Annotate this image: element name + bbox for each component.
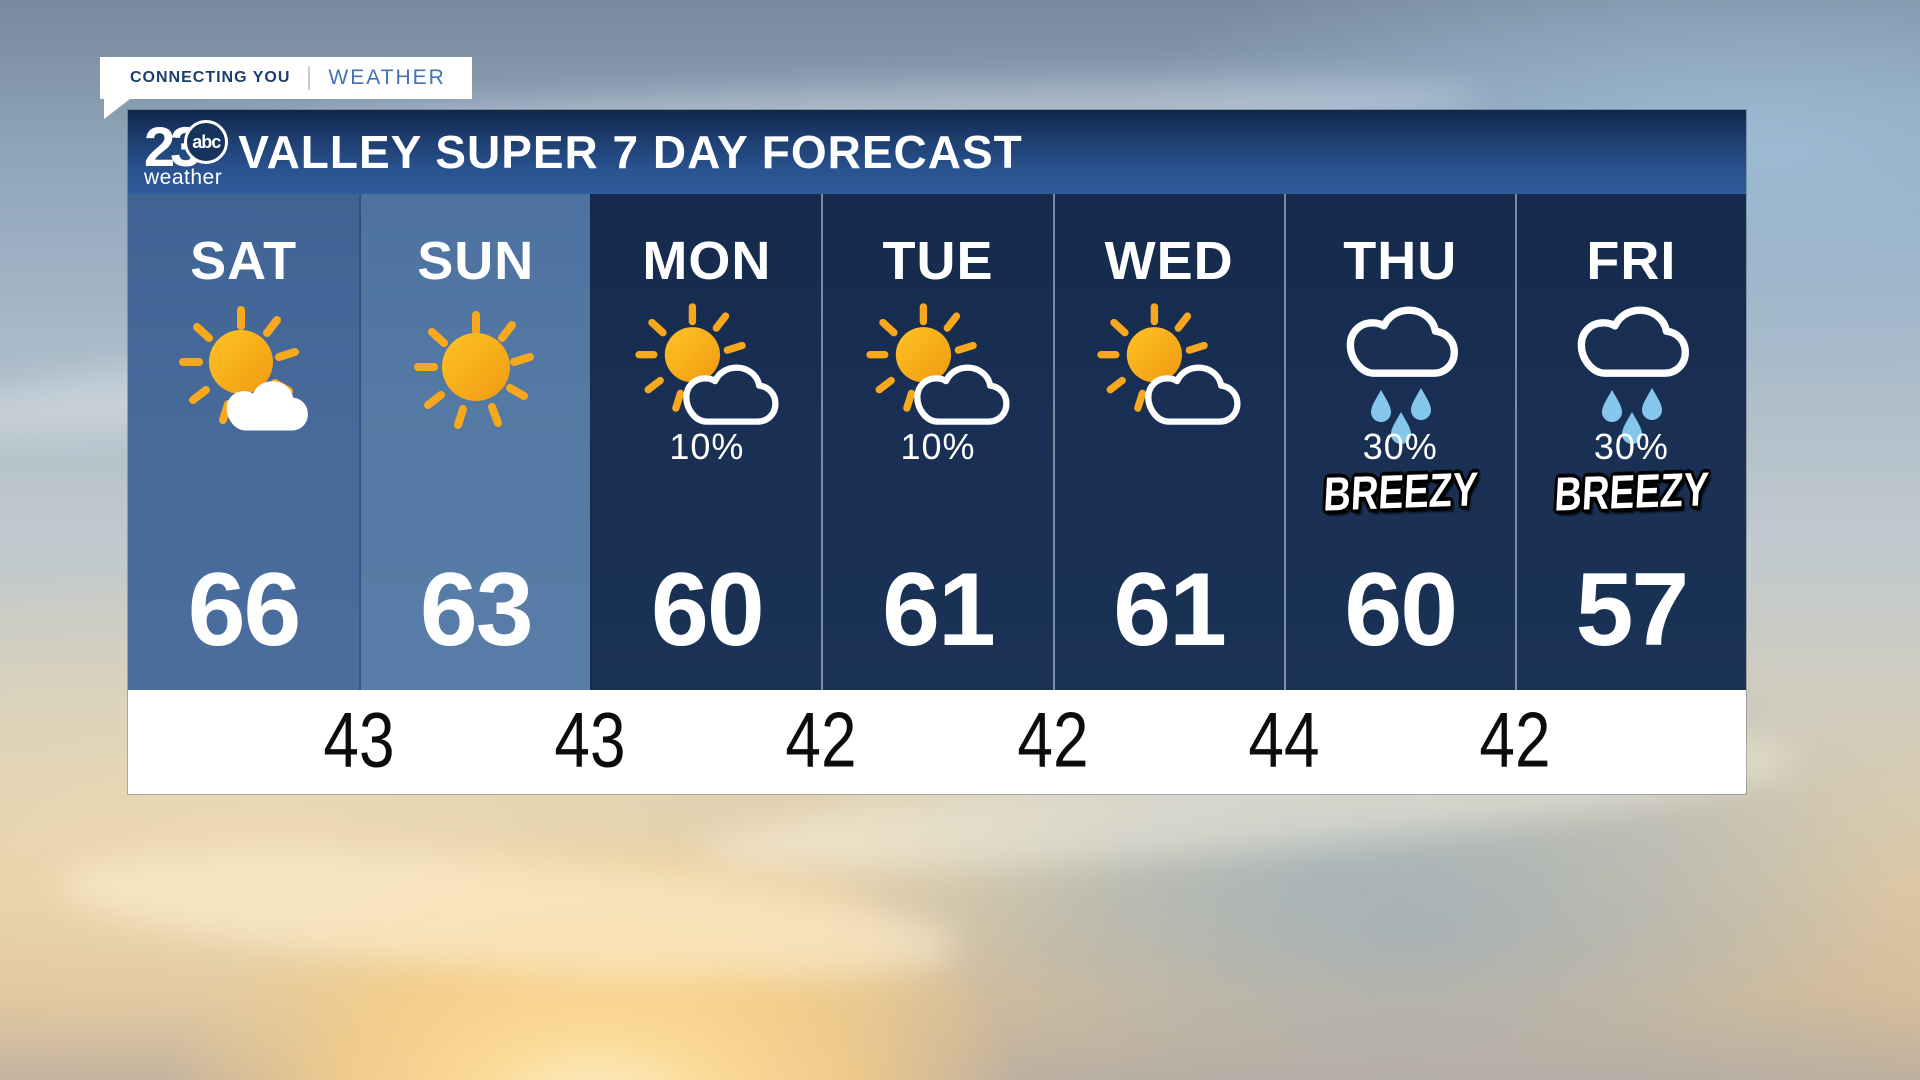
sun-cloud-outline-icon <box>863 298 1013 438</box>
high-temp: 60 <box>651 552 765 668</box>
badge-weather-label: WEATHER <box>328 66 446 89</box>
day-label: SUN <box>417 231 535 291</box>
day-label: THU <box>1343 231 1458 291</box>
station-badge: CONNECTING YOU WEATHER <box>100 57 472 119</box>
day-label: TUE <box>882 231 994 291</box>
station-brand-sub: weather <box>144 165 223 189</box>
low-temp: 43 <box>554 695 626 784</box>
high-temp: 61 <box>882 552 996 668</box>
precip-chance: 30% <box>1362 426 1438 467</box>
precip-chance: 10% <box>900 426 976 467</box>
panel-header: 23 abc weather VALLEY SUPER 7 DAY FORECA… <box>128 110 1746 194</box>
forecast-day-mon: MON 10% 60 <box>590 194 822 690</box>
day-label: MON <box>642 231 772 291</box>
high-temp: 61 <box>1113 552 1227 668</box>
sun-icon <box>401 298 551 438</box>
sun-cloud-outline-icon <box>1094 298 1244 438</box>
wind-label: BREEZY <box>1321 463 1479 522</box>
station-logo: 23 abc weather <box>144 118 229 189</box>
forecast-day-thu: THU 30% BREEZY 60 <box>1283 194 1515 690</box>
forecast-day-sun: SUN 63 <box>359 194 591 690</box>
wind-label: BREEZY <box>1553 463 1710 522</box>
forecast-day-fri: FRI 30% BREEZY 57 <box>1514 194 1746 690</box>
forecast-day-sat: SAT 66 <box>128 194 360 690</box>
sun-cloud-outline-icon <box>632 298 782 438</box>
sun-behind-cloud-icon <box>169 298 308 431</box>
forecast-day-tue: TUE 10% 61 <box>821 194 1053 690</box>
low-temp: 43 <box>323 695 395 784</box>
high-temp: 66 <box>187 552 302 668</box>
low-temp: 42 <box>1016 695 1089 784</box>
forecast-day-wed: WED 61 <box>1052 194 1284 690</box>
day-label: SAT <box>190 231 298 291</box>
panel-title: VALLEY SUPER 7 DAY FORECAST <box>238 126 1023 178</box>
day-label: FRI <box>1586 231 1677 291</box>
forecast-panel: 23 abc weather VALLEY SUPER 7 DAY FORECA… <box>128 110 1746 794</box>
high-temp: 57 <box>1575 552 1690 668</box>
low-temp: 42 <box>1479 695 1551 784</box>
high-temp: 60 <box>1344 552 1458 668</box>
low-temp: 44 <box>1248 695 1320 784</box>
high-temp: 63 <box>419 552 534 668</box>
forecast-columns: SAT 66 SUN 63 MON <box>128 194 1746 690</box>
badge-tail <box>104 99 130 119</box>
abc-network-icon: abc <box>184 119 229 164</box>
badge-divider <box>308 66 311 90</box>
low-temps-strip: 43 43 42 42 44 42 <box>128 690 1746 794</box>
precip-chance: 30% <box>1593 426 1669 467</box>
day-label: WED <box>1104 231 1234 291</box>
low-temp: 42 <box>785 695 857 784</box>
badge-connecting-you-label: CONNECTING YOU <box>130 69 291 86</box>
precip-chance: 10% <box>669 426 745 467</box>
